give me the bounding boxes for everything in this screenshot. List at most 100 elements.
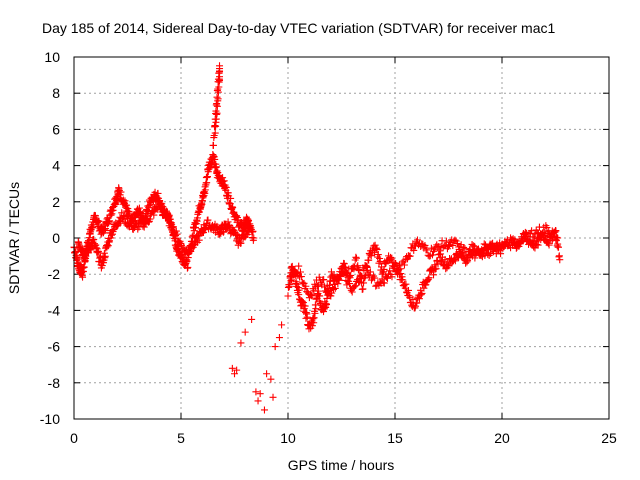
data-point [324, 288, 332, 296]
data-point [308, 322, 316, 330]
grid-lines [74, 57, 609, 419]
data-point [430, 271, 438, 279]
data-point [250, 234, 258, 242]
data-point [428, 251, 436, 259]
y-tick-label: 4 [52, 158, 60, 174]
data-point [530, 233, 538, 241]
data-point [380, 265, 388, 273]
data-point [551, 228, 559, 236]
data-point [418, 240, 426, 248]
data-point [204, 216, 212, 224]
data-point [399, 276, 407, 284]
data-point [388, 273, 396, 281]
data-point [323, 301, 331, 309]
data-point [528, 227, 536, 235]
data-point [359, 285, 367, 293]
data-point [389, 264, 397, 272]
data-point [252, 388, 260, 396]
x-axis-label: GPS time / hours [288, 457, 395, 473]
data-point [409, 296, 417, 304]
data-point [413, 299, 421, 307]
data-point [95, 217, 103, 225]
data-point [384, 274, 392, 282]
data-point [476, 247, 484, 255]
data-point [423, 246, 431, 254]
data-point [312, 305, 320, 313]
data-point [412, 302, 420, 310]
data-point [406, 252, 414, 260]
data-point [371, 241, 379, 249]
y-tick-label: 8 [52, 85, 60, 101]
data-point [521, 228, 529, 236]
y-tick-label: -4 [48, 302, 61, 318]
data-point [460, 243, 468, 251]
data-point [338, 265, 345, 273]
data-point [341, 263, 349, 271]
data-point [348, 288, 356, 296]
data-point [227, 194, 235, 202]
data-point [275, 334, 283, 342]
data-point [237, 339, 245, 347]
data-point [340, 269, 348, 277]
data-point [293, 280, 301, 288]
data-point [213, 93, 221, 101]
data-point [269, 393, 277, 401]
data-point [288, 276, 296, 284]
data-point [445, 242, 452, 250]
data-point [231, 370, 238, 378]
data-point [341, 270, 349, 278]
data-point [131, 224, 139, 232]
y-tick-label: 10 [44, 49, 60, 65]
data-point [316, 292, 324, 300]
data-point [94, 247, 102, 255]
data-point [241, 328, 249, 336]
data-point [554, 234, 562, 242]
data-point [410, 246, 418, 254]
data-point [397, 265, 405, 273]
data-point [195, 236, 203, 244]
data-point [150, 211, 158, 219]
data-point [104, 242, 112, 250]
data-point [256, 390, 264, 398]
data-point [117, 188, 125, 196]
data-point [417, 291, 425, 299]
x-tick-label: 0 [70, 430, 78, 446]
data-point [545, 241, 553, 249]
data-point [101, 252, 109, 260]
data-point [519, 237, 527, 245]
y-tick-label: 0 [52, 230, 60, 246]
data-point [212, 122, 220, 130]
data-point [295, 286, 303, 294]
plot-frame [73, 56, 610, 420]
x-tick-label: 25 [601, 430, 617, 446]
data-point [124, 215, 131, 223]
data-point [451, 257, 459, 265]
data-point [404, 286, 412, 294]
data-point [424, 275, 432, 283]
data-point [203, 173, 211, 181]
y-tick-label: -10 [40, 411, 60, 427]
data-point [211, 122, 219, 130]
data-point [354, 262, 362, 270]
data-point [286, 281, 294, 289]
data-point [311, 309, 319, 317]
y-tick-label: -8 [48, 375, 61, 391]
data-point [328, 289, 336, 297]
data-point [172, 232, 180, 240]
data-point [544, 238, 552, 246]
data-point [172, 227, 180, 235]
data-point [209, 141, 217, 149]
data-point [173, 230, 181, 238]
data-point [352, 254, 360, 262]
data-point [412, 242, 420, 250]
data-point [425, 274, 433, 282]
data-point [233, 366, 241, 374]
data-point [263, 370, 271, 378]
data-point [214, 88, 222, 96]
data-point [380, 279, 388, 287]
data-point [278, 321, 286, 329]
data-point [260, 406, 268, 414]
data-point [372, 244, 380, 252]
data-point [549, 229, 557, 237]
data-point [169, 223, 177, 231]
